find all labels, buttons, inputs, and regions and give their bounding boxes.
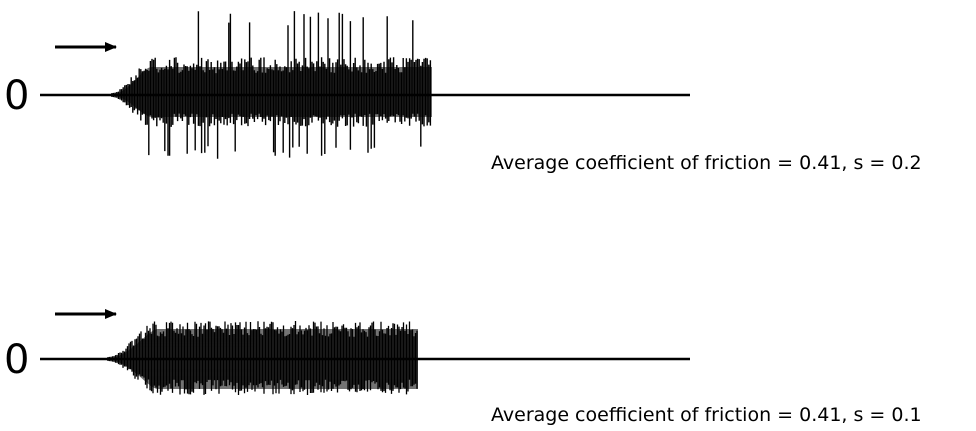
trace-1-friction-signal	[111, 11, 432, 159]
sig2-band	[108, 329, 418, 389]
trace-2-caption: Average coefficient of friction = 0.41, …	[491, 404, 922, 426]
trace-2: 0 Average coefficient of friction = 0.41…	[4, 309, 922, 426]
trace-1-caption: Average coefficient of friction = 0.41, …	[491, 152, 922, 174]
trace-2-friction-signal	[107, 321, 418, 395]
trace-2-zero-label: 0	[4, 337, 29, 383]
sig1-band	[112, 67, 432, 117]
trace-1: 0 Average coefficient of friction = 0.41…	[4, 11, 922, 174]
trace-1-zero-label: 0	[4, 73, 29, 119]
